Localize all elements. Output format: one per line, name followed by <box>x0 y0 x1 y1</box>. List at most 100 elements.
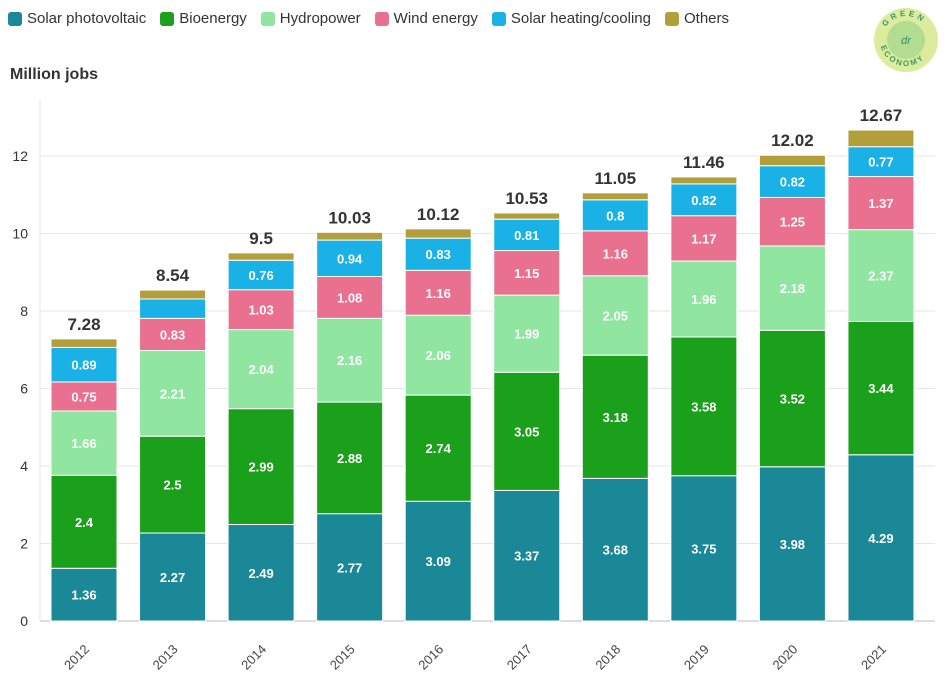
data-label: 1.03 <box>248 303 273 318</box>
legend-item-solar-photovoltaic[interactable]: Solar photovoltaic <box>8 10 146 27</box>
data-label: 3.75 <box>691 541 716 556</box>
data-label: 2.74 <box>426 441 452 456</box>
bar-segment <box>670 176 738 185</box>
bar-segment <box>227 289 295 331</box>
bar-segment <box>50 346 118 383</box>
data-label: 2.49 <box>248 566 273 581</box>
x-tick-label: 2019 <box>681 642 712 673</box>
data-label: 0.8 <box>606 208 624 223</box>
bar-segment <box>758 329 826 468</box>
bar-segment <box>139 350 207 437</box>
total-label: 12.02 <box>771 131 814 150</box>
data-label: 2.77 <box>337 560 362 575</box>
data-label: 0.83 <box>160 327 185 342</box>
bar-segment <box>50 338 118 348</box>
bar-segment <box>581 477 649 622</box>
legend-label: Hydropower <box>279 10 361 27</box>
x-tick-label: 2014 <box>238 642 269 673</box>
legend-item-bioenergy[interactable]: Bioenergy <box>160 10 247 27</box>
data-label: 2.21 <box>160 386 185 401</box>
legend-item-hydropower[interactable]: Hydropower <box>260 10 361 27</box>
legend-item-wind-energy[interactable]: Wind energy <box>374 10 478 27</box>
data-label: 1.08 <box>337 290 362 305</box>
bar-segment <box>758 245 826 331</box>
data-label: 1.16 <box>603 246 628 261</box>
data-label: 3.18 <box>603 410 628 425</box>
bar-segment <box>670 475 738 622</box>
bar-segment <box>493 250 561 296</box>
x-tick-label: 2016 <box>415 642 446 673</box>
data-label: 3.52 <box>780 392 805 407</box>
x-tick-label: 2015 <box>327 642 358 673</box>
data-label: 2.88 <box>337 451 362 466</box>
y-tick-label: 6 <box>20 381 28 397</box>
legend-item-others[interactable]: Others <box>665 10 729 27</box>
bar-segment <box>581 192 649 201</box>
data-label: 1.17 <box>691 231 716 246</box>
bar-segment <box>316 276 384 319</box>
data-label: 0.94 <box>337 251 363 266</box>
legend-label: Others <box>684 10 730 27</box>
data-label: 2.06 <box>426 348 451 363</box>
legend-label: Wind energy <box>393 10 478 27</box>
total-label: 7.28 <box>67 315 100 334</box>
data-label: 0.89 <box>71 358 96 373</box>
bar-segment <box>50 474 118 569</box>
data-label: 3.05 <box>514 424 539 439</box>
bar-segment <box>227 329 295 410</box>
data-label: 1.99 <box>514 327 539 342</box>
data-label: 2.37 <box>868 269 893 284</box>
y-tick-label: 10 <box>12 226 28 242</box>
bar-segment <box>670 215 738 262</box>
bar-segment <box>404 314 472 396</box>
data-label: 0.75 <box>71 389 96 404</box>
bar-segment <box>847 176 915 231</box>
data-label: 1.16 <box>426 286 451 301</box>
y-tick-label: 4 <box>20 458 28 474</box>
data-label: 0.77 <box>868 155 893 170</box>
legend-label: Bioenergy <box>179 10 247 27</box>
bar-segment <box>404 394 472 502</box>
bar-segment <box>139 289 207 300</box>
data-label: 0.82 <box>780 175 805 190</box>
bar-segment <box>758 154 826 167</box>
bar-segment <box>404 269 472 316</box>
legend-swatch <box>665 11 679 26</box>
bar-segment <box>139 317 207 352</box>
bar-segment <box>847 320 915 456</box>
legend-label: Solar photovoltaic <box>27 10 147 27</box>
bar-segment <box>316 513 384 622</box>
y-axis-label: Million jobs <box>10 66 98 83</box>
data-label: 2.18 <box>780 281 805 296</box>
bar-segment <box>227 408 295 526</box>
legend-label: Solar heating/cooling <box>510 10 651 27</box>
bar-segment <box>758 196 826 247</box>
bar-segment <box>493 371 561 491</box>
legend-item-solar-heating-cooling[interactable]: Solar heating/cooling <box>491 10 651 27</box>
bar-segment <box>404 500 472 622</box>
bar-segment <box>847 129 915 148</box>
data-label: 0.76 <box>248 268 273 283</box>
data-label: 2.4 <box>75 515 94 530</box>
green-economy-logo: GREEN ECONOMY dr <box>874 8 938 72</box>
data-label: 2.05 <box>603 308 628 323</box>
data-label: 0.81 <box>514 228 539 243</box>
legend-swatch <box>8 11 22 26</box>
bar-segment <box>316 231 384 241</box>
legend-swatch <box>260 11 275 26</box>
data-label: 2.27 <box>160 570 185 585</box>
x-tick-label: 2017 <box>504 642 535 673</box>
legend: Solar photovoltaic Bioenergy Hydropower Win… <box>8 10 729 27</box>
bar-segment <box>316 239 384 278</box>
bar-segment <box>50 567 118 622</box>
bar-segment <box>758 466 826 622</box>
bar-segment <box>227 524 295 622</box>
data-label: 3.44 <box>868 381 894 396</box>
x-tick-label: 2021 <box>858 642 889 673</box>
total-label: 9.5 <box>249 229 273 248</box>
bar-segment <box>404 228 472 239</box>
data-label: 1.15 <box>514 266 539 281</box>
total-label: 11.46 <box>683 153 725 172</box>
